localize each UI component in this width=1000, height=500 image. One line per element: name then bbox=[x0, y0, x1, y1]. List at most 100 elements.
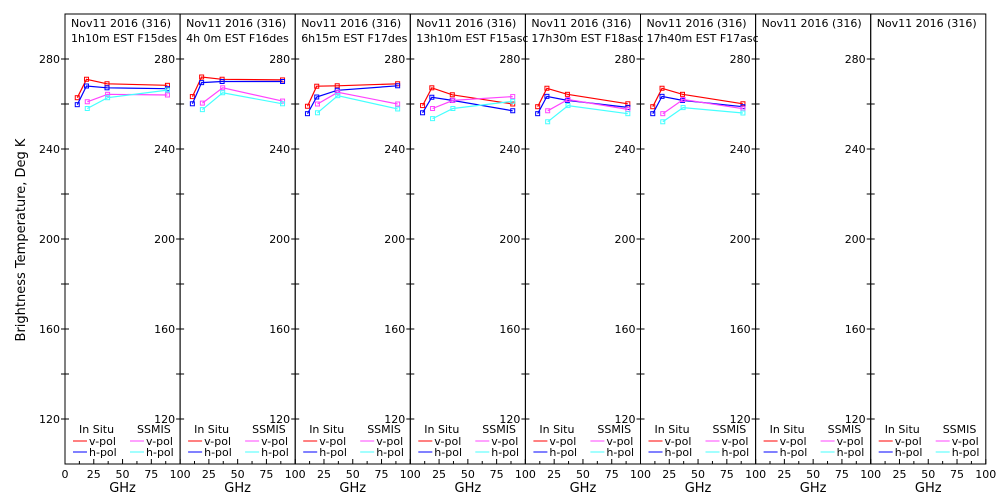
data-point-ssmis_h bbox=[625, 111, 631, 117]
data-point-ssmis_h bbox=[199, 107, 205, 113]
panel-title-pass: 17h40m EST F17asc bbox=[647, 32, 759, 45]
x-tick-label: 25 bbox=[87, 468, 101, 481]
series-line-insitu_h bbox=[191, 80, 283, 105]
data-point-insitu_h bbox=[314, 94, 320, 100]
series-line-insitu_h bbox=[422, 96, 513, 114]
x-tick-label: 75 bbox=[720, 468, 734, 481]
x-tick-label: 25 bbox=[547, 468, 561, 481]
series-line-ssmis_v bbox=[87, 93, 168, 103]
y-tick-label: 160 bbox=[499, 323, 520, 336]
series-line-ssmis_v bbox=[662, 98, 743, 115]
series-line-ssmis_v bbox=[432, 96, 513, 110]
series-line-insitu_h bbox=[76, 85, 168, 105]
x-tick-label: 25 bbox=[432, 468, 446, 481]
data-point-insitu_v bbox=[544, 85, 550, 91]
panel-title-date: Nov11 2016 (316) bbox=[301, 17, 401, 30]
panel-title-pass: 6h15m EST F17des bbox=[301, 32, 407, 45]
y-tick-label: 200 bbox=[845, 233, 866, 246]
series-line-ssmis_h bbox=[662, 106, 743, 123]
legend-entry-label: h-pol bbox=[204, 446, 232, 459]
data-point-insitu_h bbox=[84, 83, 90, 89]
data-point-insitu_h bbox=[510, 108, 516, 114]
data-point-ssmis_v bbox=[565, 97, 571, 102]
data-point-insitu_v bbox=[535, 104, 541, 110]
legend-group-label: SSMIS bbox=[252, 423, 286, 436]
legend-group-label: In Situ bbox=[539, 423, 574, 436]
x-tick-label: 0 bbox=[62, 468, 69, 481]
series-line-ssmis_v bbox=[317, 91, 398, 105]
panel-3: Nov11 2016 (316) 6h15m EST F17des 120 160 20… bbox=[269, 13, 421, 496]
legend-group-label: SSMIS bbox=[367, 423, 401, 436]
x-tick-label: 75 bbox=[950, 468, 964, 481]
y-tick-label: 120 bbox=[499, 413, 520, 426]
legend-entry-label: h-pol bbox=[895, 446, 923, 459]
data-point-insitu_v bbox=[740, 101, 746, 107]
x-tick-label: 50 bbox=[576, 468, 590, 481]
y-tick-label: 280 bbox=[615, 53, 636, 66]
legend-entry-label: v-pol bbox=[952, 435, 979, 448]
legend-group-label: In Situ bbox=[79, 423, 114, 436]
panel-title-pass: 1h10m EST F15des bbox=[71, 32, 177, 45]
legend-entry-label: v-pol bbox=[89, 435, 116, 448]
x-tick-label: 50 bbox=[691, 468, 705, 481]
data-point-ssmis_v bbox=[660, 111, 666, 117]
data-point-insitu_h bbox=[280, 79, 286, 84]
x-tick-label: 25 bbox=[662, 468, 676, 481]
data-point-insitu_v bbox=[659, 85, 665, 91]
data-point-insitu_v bbox=[510, 101, 516, 107]
data-point-insitu_v bbox=[189, 94, 195, 100]
y-tick-label: 160 bbox=[730, 323, 751, 336]
panel-1: Nov11 2016 (316) 1h10m EST F15des 120 160 20… bbox=[39, 13, 191, 496]
y-tick-label: 160 bbox=[384, 323, 405, 336]
legend-entry-label: h-pol bbox=[665, 446, 693, 459]
x-tick-label: 75 bbox=[605, 468, 619, 481]
data-point-insitu_h bbox=[395, 83, 401, 89]
data-point-insitu_h bbox=[544, 93, 550, 99]
y-tick-label: 240 bbox=[615, 143, 636, 156]
y-tick-label: 160 bbox=[845, 323, 866, 336]
legend-group-label: SSMIS bbox=[943, 423, 977, 436]
legend-group-label: In Situ bbox=[770, 423, 805, 436]
series-line-insitu_v bbox=[422, 87, 513, 106]
legend-group-label: SSMIS bbox=[137, 423, 171, 436]
y-tick-label: 160 bbox=[269, 323, 290, 336]
data-point-insitu_h bbox=[659, 93, 665, 99]
data-point-insitu_v bbox=[164, 82, 170, 88]
series-line-ssmis_h bbox=[317, 95, 398, 114]
series-line-insitu_v bbox=[191, 76, 283, 97]
y-tick-label: 240 bbox=[845, 143, 866, 156]
series-line-insitu_h bbox=[306, 85, 398, 114]
panel-6: Nov11 2016 (316) 17h40m EST F17asc 120 160 2… bbox=[615, 13, 766, 496]
data-point-ssmis_h bbox=[565, 103, 571, 109]
legend-entry-label: v-pol bbox=[665, 435, 692, 448]
data-point-ssmis_v bbox=[395, 101, 401, 107]
data-point-insitu_v bbox=[680, 91, 686, 97]
x-tick-label: 25 bbox=[777, 468, 791, 481]
legend-entry-label: v-pol bbox=[722, 435, 749, 448]
legend-entry-label: v-pol bbox=[146, 435, 173, 448]
data-point-insitu_h bbox=[219, 79, 225, 84]
data-point-insitu_h bbox=[650, 111, 656, 117]
panel-title-date: Nov11 2016 (316) bbox=[762, 17, 862, 30]
y-tick-label: 120 bbox=[615, 413, 636, 426]
legend-entry-label: h-pol bbox=[952, 446, 980, 459]
data-point-ssmis_h bbox=[545, 119, 551, 125]
y-tick-label: 280 bbox=[39, 53, 60, 66]
x-axis-label: GHz bbox=[455, 481, 482, 496]
data-point-insitu_h bbox=[535, 111, 541, 117]
data-point-insitu_h bbox=[304, 111, 310, 117]
legend-group-label: In Situ bbox=[655, 423, 690, 436]
data-point-insitu_h bbox=[420, 110, 426, 116]
data-point-ssmis_h bbox=[395, 106, 401, 112]
x-tick-label: 50 bbox=[921, 468, 935, 481]
x-tick-label: 100 bbox=[630, 468, 651, 481]
data-point-insitu_h bbox=[189, 101, 195, 107]
data-point-ssmis_h bbox=[314, 110, 320, 116]
x-tick-label: 75 bbox=[835, 468, 849, 481]
y-tick-label: 160 bbox=[154, 323, 175, 336]
legend-entry-label: h-pol bbox=[491, 446, 519, 459]
y-tick-label: 280 bbox=[730, 53, 751, 66]
